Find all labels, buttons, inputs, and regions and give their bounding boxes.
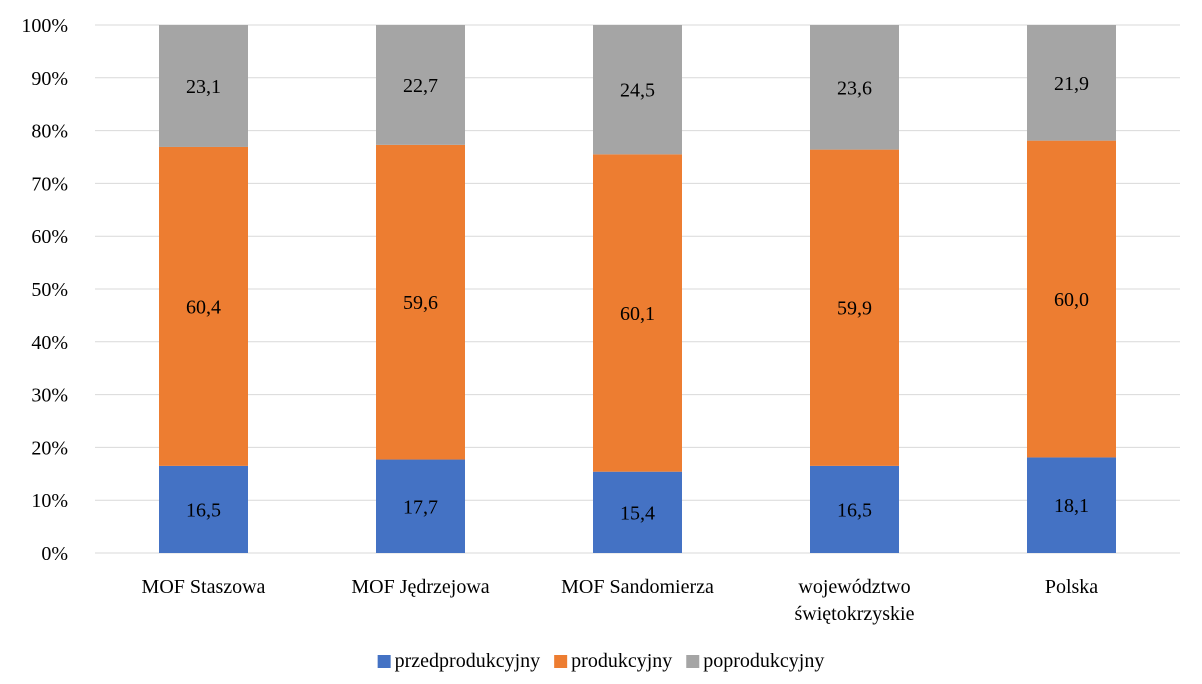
legend-swatch-przedprodukcyjny	[377, 655, 391, 668]
y-tick-label: 50%	[31, 279, 68, 301]
y-axis: 0% 10% 20% 30% 40% 50% 60% 70% 80% 90% 100%	[21, 15, 68, 565]
x-tick-label: Polska	[1045, 576, 1098, 598]
data-label: 23,1	[186, 76, 221, 98]
data-label: 22,7	[403, 75, 438, 97]
x-tick-label: MOF Jędrzejowa	[351, 576, 489, 598]
y-tick-label: 20%	[31, 437, 68, 459]
data-label: 16,5	[186, 499, 221, 521]
bar-segment-poprodukcyjny	[593, 25, 682, 155]
y-tick-label: 0%	[41, 543, 68, 565]
bar-segment-poprodukcyjny	[376, 25, 465, 145]
bar-segment-przedprodukcyjny	[593, 471, 682, 553]
y-tick-label: 100%	[21, 15, 68, 37]
bar-segment-poprodukcyjny	[810, 25, 899, 150]
bars: 16,5 60,4 23,1 17,7 59,6 22,7 15,4 60,1 24,5 16,5…	[159, 25, 1116, 553]
y-tick-label: 30%	[31, 385, 68, 407]
bar-segment-produkcyjny	[810, 149, 899, 466]
data-label: 59,6	[403, 292, 438, 314]
x-tick-label: województwo świętokrzyskie	[795, 576, 915, 625]
data-label: 15,4	[620, 502, 655, 524]
legend: przedprodukcyjny produkcyjny poprodukcyjny	[377, 650, 824, 672]
y-tick-label: 60%	[31, 226, 68, 248]
y-tick-label: 40%	[31, 332, 68, 354]
data-label: 60,1	[620, 303, 655, 325]
bar-segment-przedprodukcyjny	[376, 459, 465, 553]
bar-segment-poprodukcyjny	[159, 25, 248, 147]
data-label: 18,1	[1054, 495, 1089, 517]
bar-segment-poprodukcyjny	[1027, 25, 1116, 141]
y-tick-label: 80%	[31, 121, 68, 143]
bar-segment-produkcyjny	[376, 144, 465, 460]
data-label: 60,0	[1054, 289, 1089, 311]
bar-segment-produkcyjny	[1027, 140, 1116, 458]
x-axis: MOF Staszowa MOF Jędrzejowa MOF Sandomierz…	[142, 576, 1099, 625]
bar-segment-przedprodukcyjny	[810, 465, 899, 553]
data-label: 17,7	[403, 496, 438, 518]
bar-segment-produkcyjny	[159, 146, 248, 466]
bar-segment-przedprodukcyjny	[1027, 457, 1116, 553]
y-tick-label: 70%	[31, 173, 68, 195]
x-tick-label: MOF Staszowa	[142, 576, 266, 598]
legend-label: poprodukcyjny	[703, 650, 824, 672]
y-tick-label: 10%	[31, 490, 68, 512]
data-label: 23,6	[837, 77, 872, 99]
x-tick-label: MOF Sandomierza	[561, 576, 714, 598]
y-tick-label: 90%	[31, 68, 68, 90]
bar-segment-produkcyjny	[593, 154, 682, 472]
legend-swatch-poprodukcyjny	[686, 655, 700, 668]
legend-swatch-produkcyjny	[554, 655, 568, 668]
bar-segment-przedprodukcyjny	[159, 465, 248, 553]
legend-label: produkcyjny	[571, 650, 672, 672]
data-label: 24,5	[620, 80, 655, 102]
legend-label: przedprodukcyjny	[395, 650, 541, 672]
data-label: 60,4	[186, 296, 221, 318]
data-label: 59,9	[837, 298, 872, 320]
data-label: 16,5	[837, 499, 872, 521]
data-label: 21,9	[1054, 73, 1089, 95]
